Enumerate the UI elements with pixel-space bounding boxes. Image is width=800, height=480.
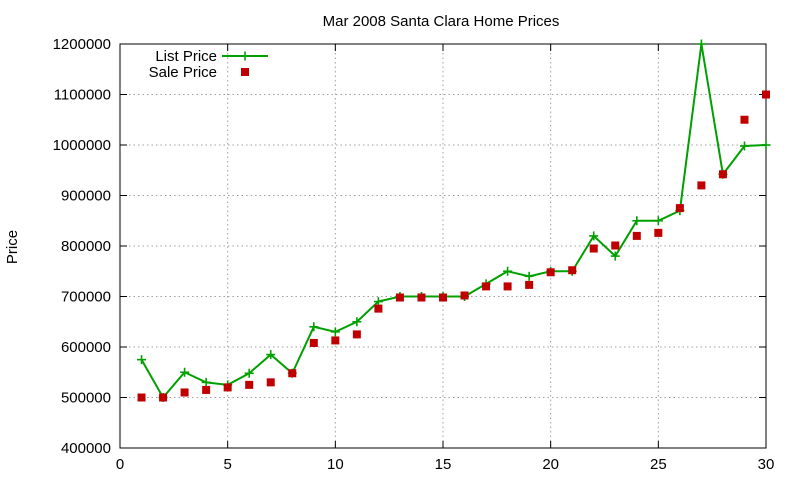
sale-price-point [202, 385, 211, 394]
y-tick-label: 900000 [61, 188, 111, 205]
legend-plus-marker [240, 51, 250, 61]
y-tick-label: 600000 [61, 339, 111, 356]
list-price-point [201, 377, 211, 387]
sale-price-point [137, 393, 146, 402]
sale-price-point [159, 393, 168, 402]
x-tick-label: 0 [116, 456, 124, 473]
sale-price-point [611, 241, 620, 250]
list-price-point [589, 231, 599, 241]
y-axis-label: Price [4, 230, 21, 264]
sale-price-point [266, 378, 275, 387]
x-tick-label: 30 [758, 456, 775, 473]
sale-price-point [309, 338, 318, 347]
y-tick-label: 800000 [61, 238, 111, 255]
list-price-point [137, 355, 147, 365]
sale-price-point [740, 115, 749, 124]
sale-price-point [395, 293, 404, 302]
y-tick-label: 1200000 [53, 36, 111, 53]
sale-price-point [482, 282, 491, 291]
sale-price-point [439, 293, 447, 302]
x-tick-label: 10 [327, 456, 344, 473]
sale-price-point [762, 90, 770, 99]
x-tick-label: 15 [435, 456, 452, 473]
legend-label: List Price [155, 48, 217, 65]
sale-price-point [288, 369, 297, 378]
y-tick-label: 500000 [61, 390, 111, 407]
x-tick-label: 5 [223, 456, 231, 473]
sale-price-point [632, 231, 641, 240]
sale-price-point [374, 304, 383, 313]
list-price-line [140, 43, 767, 400]
sale-price-point [180, 388, 189, 397]
sale-price-point [503, 282, 512, 291]
x-tick-label: 20 [542, 456, 559, 473]
sale-price-point [568, 266, 577, 275]
list-price-point [761, 140, 771, 150]
sale-price-point [697, 181, 706, 190]
grid-lines [120, 44, 766, 448]
list-price-point [739, 141, 749, 151]
sale-price-point [589, 244, 598, 253]
list-price-point [632, 216, 642, 226]
sale-price-point [331, 336, 340, 345]
list-price-point [503, 266, 513, 276]
list-price-point [653, 216, 663, 226]
series-layer [137, 39, 771, 402]
y-tick-label: 400000 [61, 440, 111, 457]
sale-price-point [675, 204, 684, 213]
list-price-point [352, 317, 362, 327]
list-price-point [244, 368, 254, 378]
list-price-point [696, 39, 706, 49]
y-tick-label: 1000000 [53, 137, 111, 154]
sale-price-point [417, 293, 426, 302]
x-tick-label: 25 [650, 456, 667, 473]
list-price-point [610, 251, 620, 261]
legend-square-marker [241, 68, 249, 76]
y-tick-label: 700000 [61, 289, 111, 306]
sale-price-point [525, 280, 534, 289]
sale-price-point [718, 170, 727, 179]
list-price-point [309, 322, 319, 332]
chart-title: Mar 2008 Santa Clara Home Prices [323, 13, 560, 30]
legend-label: Sale Price [149, 64, 217, 81]
list-price-point [266, 350, 276, 360]
axis-ticks: 400000 500000 600000 700000 800000 900000 1000… [53, 36, 775, 473]
list-price-point [330, 327, 340, 337]
sale-price-point [460, 291, 469, 300]
sale-price-point [352, 330, 361, 339]
sale-price-point [223, 383, 232, 392]
list-price-point [524, 271, 534, 281]
y-tick-label: 1100000 [54, 87, 111, 104]
list-price-point [180, 367, 190, 377]
sale-price-point [546, 268, 555, 277]
list-price-point [373, 297, 383, 307]
series-list-price [137, 39, 771, 402]
sale-price-point [245, 380, 254, 389]
sale-price-point [654, 228, 663, 237]
series-sale-price [137, 90, 770, 402]
